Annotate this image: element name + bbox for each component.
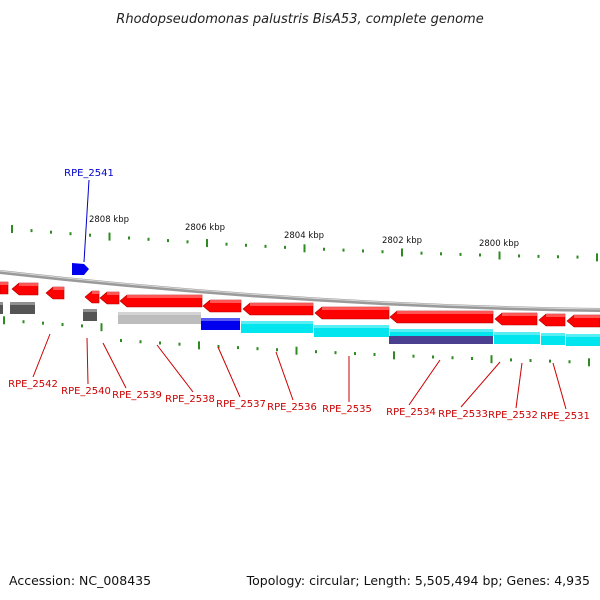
gene-feature-shine xyxy=(541,333,565,336)
genome-backbone xyxy=(0,270,600,312)
gene-feature-reverse xyxy=(566,334,600,346)
gene-feature-shine xyxy=(397,311,493,314)
gene-feature-shine xyxy=(127,295,202,298)
gene-feature-shine xyxy=(19,283,38,286)
gene-feature-reverse xyxy=(494,332,540,344)
gene-feature-shine xyxy=(322,307,389,310)
gene-feature-reverse xyxy=(118,312,201,324)
gene-feature-shine xyxy=(574,315,600,318)
gene-label-leader xyxy=(86,337,89,385)
gene-label: RPE_2542 xyxy=(8,379,58,390)
scale-label: 2802 kbp xyxy=(382,236,422,246)
gene-label: RPE_2532 xyxy=(488,410,538,421)
gene-feature-shine xyxy=(210,300,241,303)
gene-label-leader xyxy=(83,179,90,263)
gene-feature-shine xyxy=(83,309,97,312)
gene-label-leader xyxy=(408,359,441,406)
map-title: Rhodopseudomonas palustris BisA53, compl… xyxy=(116,12,483,27)
gene-feature-shine xyxy=(53,287,64,290)
gene-feature-shine xyxy=(494,332,540,335)
gene-feature-reverse xyxy=(241,321,313,333)
gene-feature-shine xyxy=(250,303,313,306)
scale-label: 2806 kbp xyxy=(185,223,225,233)
gene-label: RPE_2533 xyxy=(438,409,488,420)
gene-feature-shine xyxy=(201,318,240,321)
gene-label: RPE_2541 xyxy=(64,168,114,179)
gene-label: RPE_2538 xyxy=(165,394,215,405)
gene-feature-shine xyxy=(107,292,119,295)
gene-feature-shine xyxy=(314,325,389,328)
gene-label: RPE_2540 xyxy=(61,386,111,397)
gene-feature-reverse xyxy=(201,318,240,330)
gene-label: RPE_2536 xyxy=(267,402,317,413)
gene-label-leader xyxy=(552,362,567,410)
gene-feature-reverse xyxy=(10,302,35,314)
scale-label: 2804 kbp xyxy=(284,231,324,241)
scale-label: 2800 kbp xyxy=(479,239,519,249)
gene-feature-shine xyxy=(546,314,565,317)
gene-label-leader xyxy=(275,351,294,401)
gene-feature-shine xyxy=(92,291,99,294)
gene-feature-highlight xyxy=(72,263,89,275)
gene-label-leader xyxy=(102,342,127,389)
gene-label: RPE_2535 xyxy=(322,404,372,415)
gene-feature-reverse xyxy=(83,309,97,321)
gene-feature-shine xyxy=(10,302,35,305)
genome-summary-text: Topology: circular; Length: 5,505,494 bp… xyxy=(246,573,590,588)
gene-feature-shine xyxy=(241,321,313,324)
gene-label: RPE_2531 xyxy=(540,411,590,422)
gene-feature-shine xyxy=(118,312,201,315)
gene-feature-shine xyxy=(390,329,493,332)
gene-feature-rna xyxy=(389,336,493,344)
gene-label-leader xyxy=(156,344,194,393)
genome-backbone-highlight xyxy=(0,270,600,310)
gene-feature-reverse xyxy=(314,325,389,337)
gene-feature-reverse xyxy=(0,302,3,314)
gene-label: RPE_2539 xyxy=(112,390,162,401)
gene-feature-shine xyxy=(0,282,8,285)
tick-marks xyxy=(3,225,598,367)
scale-label: 2808 kbp xyxy=(89,215,129,225)
gene-label: RPE_2537 xyxy=(216,399,266,410)
gene-label-leader xyxy=(515,362,523,409)
gene-features xyxy=(0,263,600,346)
gene-feature-shine xyxy=(566,334,600,337)
gene-label-leader xyxy=(460,361,501,408)
gene-feature-shine xyxy=(0,302,3,305)
gene-feature-shine xyxy=(502,313,537,316)
gene-label-leader xyxy=(217,346,241,398)
gene-feature-reverse xyxy=(541,333,565,345)
accession-text: Accession: NC_008435 xyxy=(9,573,152,588)
gene-label-leader xyxy=(32,333,51,378)
scale-labels: 2808 kbp 2806 kbp 2804 kbp 2802 kbp 2800 kbp xyxy=(89,215,519,249)
gene-label: RPE_2534 xyxy=(386,407,436,418)
